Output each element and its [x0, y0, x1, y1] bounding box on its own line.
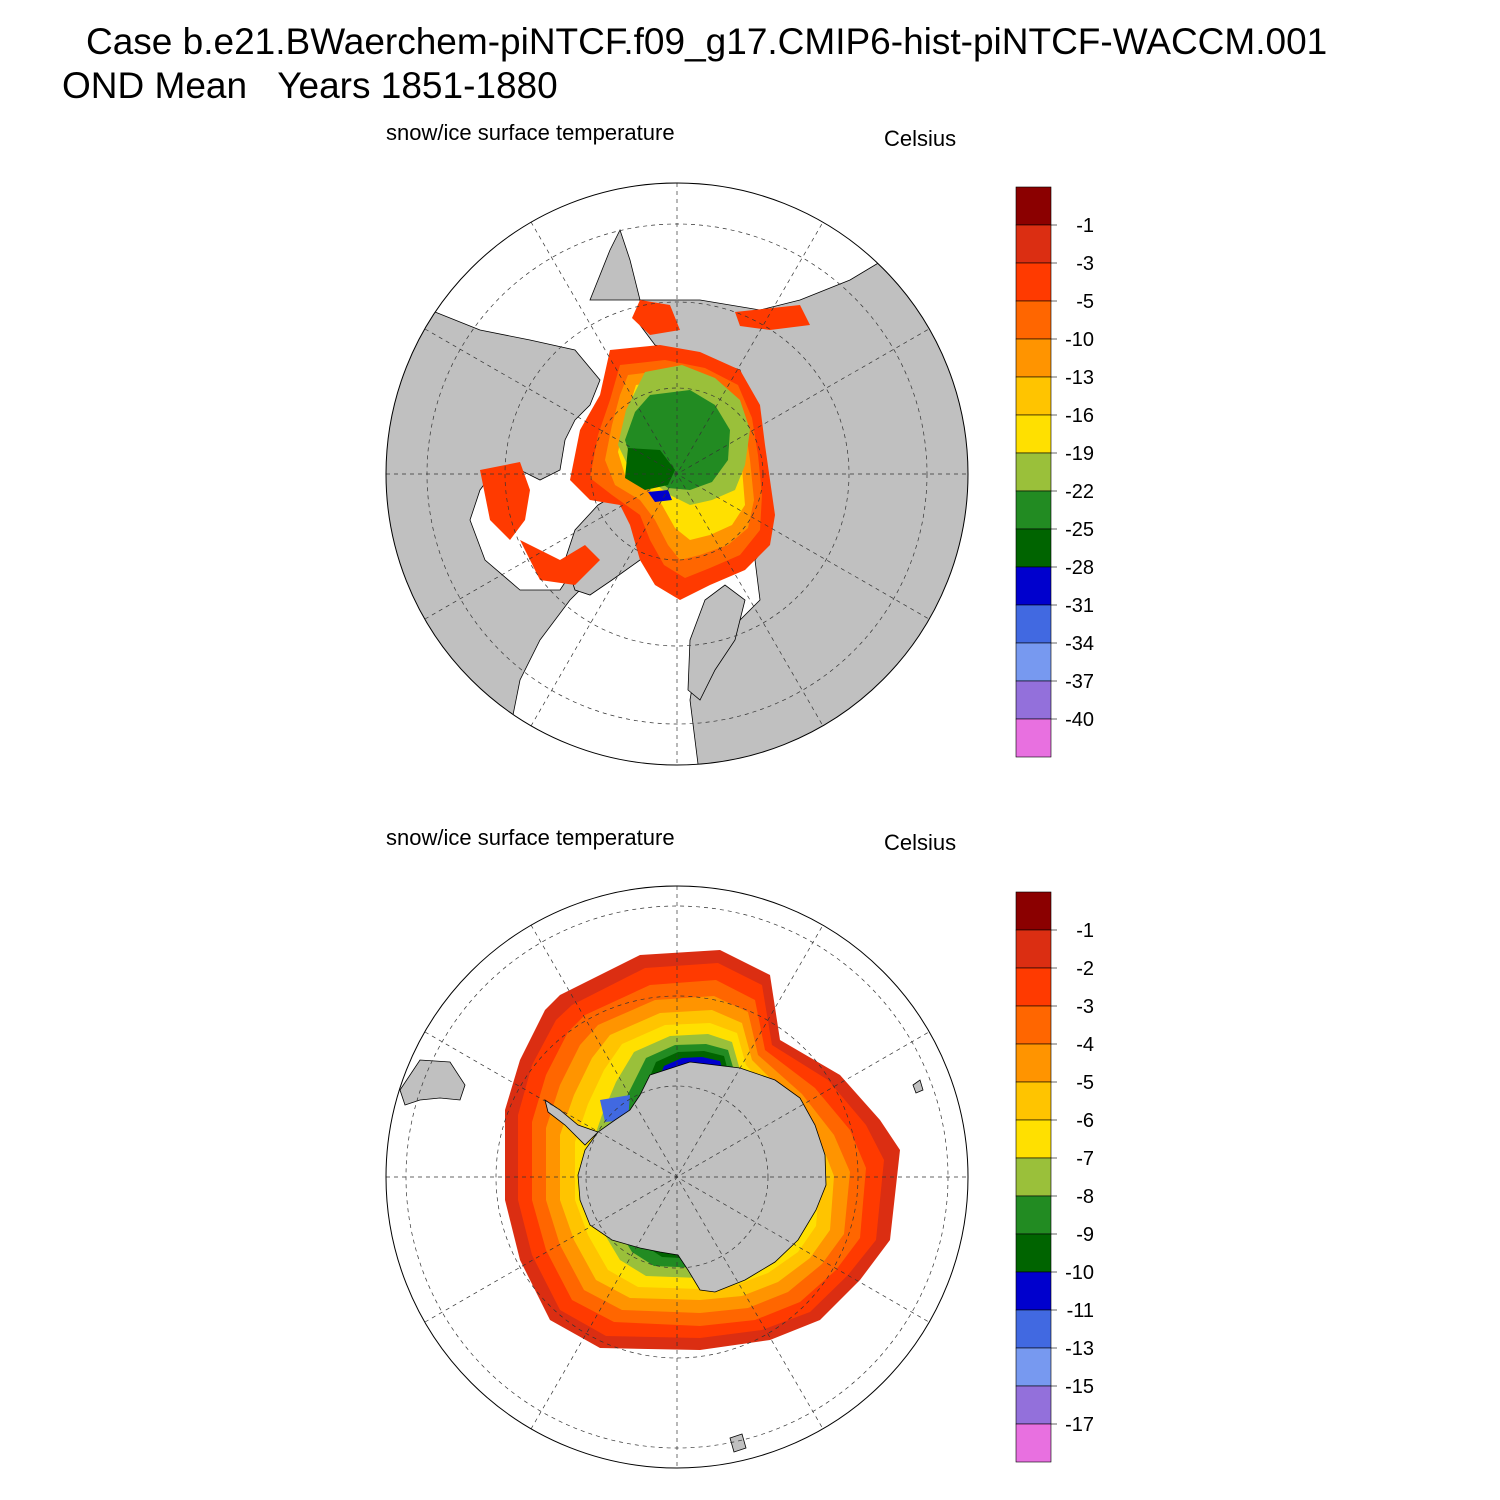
south-colorbar-label: -5: [1076, 1072, 1094, 1094]
south-colorbar-box: [1015, 1081, 1052, 1121]
south-colorbar-label: -8: [1076, 1186, 1094, 1208]
north-variable-label: snow/ice surface temperature: [386, 120, 675, 145]
antarctic-graticule: [386, 886, 968, 1468]
north-colorbar-label: -22: [1065, 481, 1094, 503]
north-colorbar-box: [1015, 604, 1052, 644]
north-colorbar-box: [1015, 490, 1052, 530]
south-colorbar-box: [1015, 967, 1052, 1007]
south-colorbar-box: [1015, 1385, 1052, 1425]
north-colorbar-label: -31: [1065, 595, 1094, 617]
north-colorbar-label: -1: [1076, 215, 1094, 237]
north-colorbar-box: [1015, 338, 1052, 378]
south-colorbar-label: -17: [1065, 1414, 1094, 1436]
south-colorbar-label: -7: [1076, 1148, 1094, 1170]
north-colorbar-box: [1015, 300, 1052, 340]
north-colorbar-label: -16: [1065, 405, 1094, 427]
north-colorbar-box: [1015, 224, 1052, 264]
arctic-sea-ice: [480, 300, 810, 600]
south-colorbar-box: [1015, 1195, 1052, 1235]
north-colorbar-box: [1015, 528, 1052, 568]
north-colorbar-label: -34: [1065, 633, 1094, 655]
south-colorbar-label: -13: [1065, 1338, 1094, 1360]
south-colorbar-label: -10: [1065, 1262, 1094, 1284]
north-units-label: Celsius: [884, 126, 957, 151]
south-colorbar-label: -4: [1076, 1034, 1094, 1056]
south-colorbar-box: [1015, 929, 1052, 969]
south-colorbar-box: [1015, 1005, 1052, 1045]
arctic-graticule: [386, 183, 968, 765]
north-colorbar-label: -19: [1065, 443, 1094, 465]
north-colorbar-box: [1015, 376, 1052, 416]
north-colorbar-box: [1015, 452, 1052, 492]
south-colorbar-box: [1015, 1309, 1052, 1349]
south-colorbar-label: -2: [1076, 958, 1094, 980]
north-colorbar-box: [1015, 680, 1052, 720]
north-colorbar-box: [1015, 566, 1052, 606]
north-colorbar-label: -25: [1065, 519, 1094, 541]
south-colorbar-label: -15: [1065, 1376, 1094, 1398]
north-colorbar-box: [1015, 718, 1052, 758]
north-colorbar-box: [1015, 262, 1052, 302]
north-colorbar-label: -13: [1065, 367, 1094, 389]
north-colorbar-label: -37: [1065, 671, 1094, 693]
case-title: Case b.e21.BWaerchem-piNTCF.f09_g17.CMIP…: [86, 21, 1328, 62]
south-variable-label: snow/ice surface temperature: [386, 825, 675, 850]
south-colorbar-box: [1015, 1271, 1052, 1311]
south-colorbar-box: [1015, 1043, 1052, 1083]
south-colorbar-box: [1015, 1233, 1052, 1273]
south-colorbar-box: [1015, 1119, 1052, 1159]
south-units-label: Celsius: [884, 830, 957, 855]
south-colorbar-box: [1015, 1423, 1052, 1463]
south-colorbar-label: -1: [1076, 920, 1094, 942]
north-colorbar: -1 -3 -5 -10 -13 -16 -19 -22 -25 -28 -31 -34 -37 -40: [1015, 186, 1094, 758]
north-colorbar-label: -28: [1065, 557, 1094, 579]
south-colorbar-box: [1015, 1347, 1052, 1387]
north-colorbar-label: -40: [1065, 709, 1094, 731]
south-colorbar-box: [1015, 891, 1052, 931]
antarctic-map: [385, 885, 969, 1469]
north-colorbar-label: -5: [1076, 291, 1094, 313]
south-colorbar-label: -6: [1076, 1110, 1094, 1132]
south-colorbar-box: [1015, 1157, 1052, 1197]
north-colorbar-box: [1015, 414, 1052, 454]
arctic-map: [385, 182, 969, 766]
south-colorbar-label: -11: [1067, 1300, 1094, 1322]
south-colorbar-label: -3: [1076, 996, 1094, 1018]
north-colorbar-label: -3: [1076, 253, 1094, 275]
north-colorbar-box: [1015, 186, 1052, 226]
south-colorbar: -1 -2 -3 -4 -5 -6 -7 -8 -9 -10 -11 -13 -15 -17: [1015, 891, 1094, 1463]
north-colorbar-label: -10: [1065, 329, 1094, 351]
south-colorbar-label: -9: [1076, 1224, 1094, 1246]
north-colorbar-box: [1015, 642, 1052, 682]
period-title: OND Mean Years 1851-1880: [62, 65, 558, 106]
